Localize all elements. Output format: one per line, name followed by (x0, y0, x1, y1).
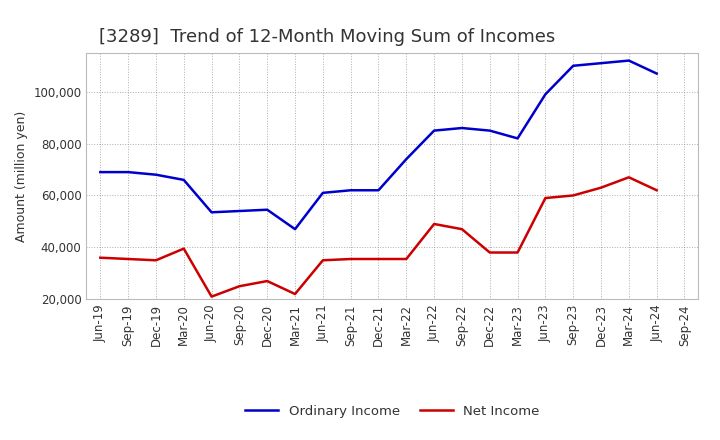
Ordinary Income (96, 169, 104, 175)
Ordinary Income (235, 209, 243, 214)
Net Income (152, 258, 161, 263)
Net Income (207, 294, 216, 299)
Ordinary Income (458, 125, 467, 131)
Text: [3289]  Trend of 12-Month Moving Sum of Incomes: [3289] Trend of 12-Month Moving Sum of I… (99, 28, 555, 46)
Ordinary Income (124, 169, 132, 175)
Ordinary Income (402, 157, 410, 162)
Ordinary Income (318, 190, 327, 195)
Ordinary Income (207, 210, 216, 215)
Net Income (346, 257, 355, 262)
Net Income (458, 227, 467, 232)
Net Income (513, 250, 522, 255)
Ordinary Income (179, 177, 188, 183)
Ordinary Income (597, 61, 606, 66)
Ordinary Income (374, 187, 383, 193)
Net Income (597, 185, 606, 191)
Ordinary Income (263, 207, 271, 213)
Ordinary Income (346, 187, 355, 193)
Ordinary Income (485, 128, 494, 133)
Net Income (124, 257, 132, 262)
Ordinary Income (569, 63, 577, 68)
Net Income (652, 187, 661, 193)
Ordinary Income (652, 71, 661, 76)
Ordinary Income (430, 128, 438, 133)
Net Income (291, 291, 300, 297)
Net Income (374, 257, 383, 262)
Net Income (263, 279, 271, 284)
Ordinary Income (291, 227, 300, 232)
Ordinary Income (541, 92, 550, 97)
Line: Ordinary Income: Ordinary Income (100, 61, 657, 229)
Ordinary Income (152, 172, 161, 177)
Ordinary Income (624, 58, 633, 63)
Net Income (485, 250, 494, 255)
Line: Net Income: Net Income (100, 177, 657, 297)
Legend: Ordinary Income, Net Income: Ordinary Income, Net Income (240, 400, 545, 423)
Net Income (541, 195, 550, 201)
Net Income (402, 257, 410, 262)
Y-axis label: Amount (million yen): Amount (million yen) (15, 110, 28, 242)
Net Income (179, 246, 188, 251)
Ordinary Income (513, 136, 522, 141)
Net Income (624, 175, 633, 180)
Net Income (96, 255, 104, 260)
Net Income (569, 193, 577, 198)
Net Income (235, 284, 243, 289)
Net Income (318, 258, 327, 263)
Net Income (430, 221, 438, 227)
